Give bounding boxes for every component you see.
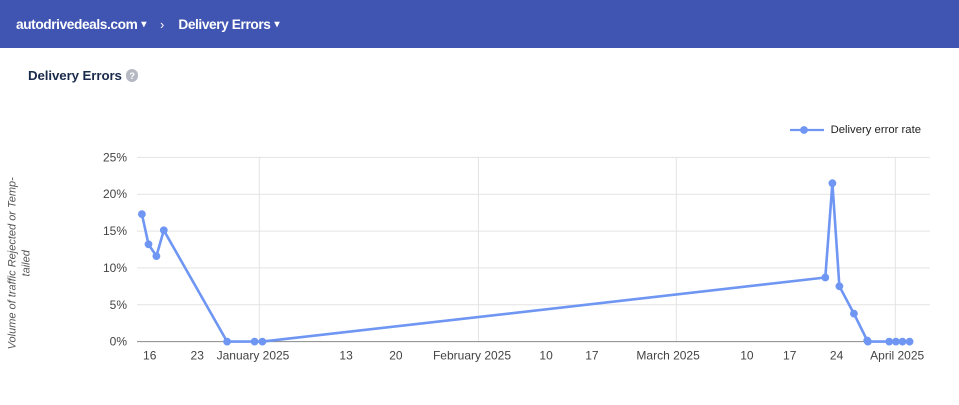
svg-text:13: 13 xyxy=(339,349,353,363)
svg-text:10: 10 xyxy=(740,349,754,363)
svg-text:20: 20 xyxy=(389,349,403,363)
svg-text:20%: 20% xyxy=(103,187,127,201)
svg-text:April 2025: April 2025 xyxy=(870,349,924,363)
svg-text:March 2025: March 2025 xyxy=(636,349,700,363)
svg-text:23: 23 xyxy=(191,349,205,363)
svg-text:15%: 15% xyxy=(103,224,127,238)
svg-text:5%: 5% xyxy=(110,298,128,312)
svg-text:16: 16 xyxy=(143,349,157,363)
svg-text:17: 17 xyxy=(585,349,599,363)
svg-text:25%: 25% xyxy=(103,150,127,164)
svg-text:17: 17 xyxy=(783,349,797,363)
svg-text:10%: 10% xyxy=(103,261,127,275)
svg-text:February 2025: February 2025 xyxy=(433,349,511,363)
svg-text:0%: 0% xyxy=(110,335,128,349)
svg-text:24: 24 xyxy=(830,349,844,363)
svg-text:January 2025: January 2025 xyxy=(217,349,290,363)
svg-text:10: 10 xyxy=(539,349,553,363)
